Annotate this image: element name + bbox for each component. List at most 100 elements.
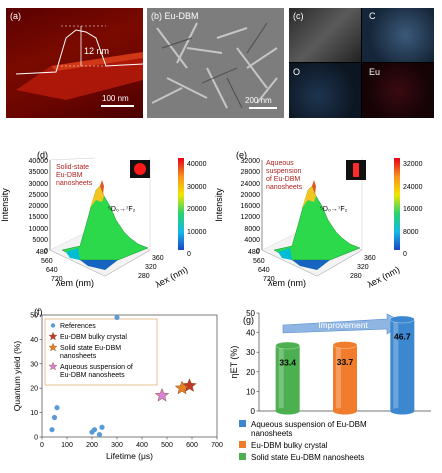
colorbar-tick: 32000 xyxy=(403,161,423,168)
panel-c-label: (c) xyxy=(293,11,304,21)
afm-image-panel: (a) 12 nm 100 nm xyxy=(6,8,143,118)
panel-d-label: (d) xyxy=(37,150,48,160)
legend-label: Solid state Eu-DBM nanosheets xyxy=(60,345,121,360)
bar-chart: 0 10 20 30 40 50 ηET (%) Improvement 33.4 33.7 46.… xyxy=(229,309,431,462)
panel-e-label: (e) xyxy=(236,150,247,160)
colorbar-tick: 20000 xyxy=(187,206,207,213)
x-tick-label: 400 xyxy=(136,442,148,449)
y-tick-labels: 360 320 280 xyxy=(350,254,376,281)
y-tick: 280 xyxy=(350,273,362,280)
y-tick-label: 40 xyxy=(30,337,38,344)
x-tick: 480 xyxy=(248,249,260,256)
bar xyxy=(332,341,358,415)
y-tick-label: 50 xyxy=(30,313,38,320)
y-tick-label: 20 xyxy=(30,386,38,393)
z-tick: 20000 xyxy=(240,191,260,199)
colorbar-ticks: 40000 30000 20000 10000 0 xyxy=(187,154,206,267)
scatter-point xyxy=(96,431,103,438)
z-tick: 5000 xyxy=(32,237,48,245)
colorbar-tick: 30000 xyxy=(187,183,207,191)
y-tick: 320 xyxy=(145,264,157,271)
scatter-point xyxy=(51,414,58,421)
z-tick: 10000 xyxy=(28,225,48,233)
eds-map-panel: (c) C O Eu xyxy=(289,8,434,118)
y-tick-labels: 360 320 280 xyxy=(138,254,164,281)
colorbar xyxy=(178,158,184,250)
y-tick-label: 0 xyxy=(34,435,38,442)
scatter-star-point xyxy=(182,378,197,392)
z-axis-label: Intensity xyxy=(213,188,224,222)
colorbar xyxy=(394,158,400,250)
z-tick: 4000 xyxy=(244,237,260,245)
y-tick: 280 xyxy=(138,273,150,280)
panel-d: (d) 40000 35000 30000 25000 20000 15000 … xyxy=(0,148,220,298)
y-tick-label: 0 xyxy=(251,407,256,416)
x-tick: 720 xyxy=(51,276,63,283)
y-axis-label: Quantum yield (%) xyxy=(12,341,22,412)
colorbar-tick: 8000 xyxy=(403,228,419,236)
x-tick-label: 700 xyxy=(211,442,223,449)
colorbar-ticks: 32000 24000 16000 8000 0 xyxy=(403,154,422,267)
panel-a-label: (a) xyxy=(10,11,21,21)
legend-marker xyxy=(50,323,56,328)
y-tick-label: 30 xyxy=(30,361,38,368)
sem-reference-map xyxy=(289,8,361,62)
scatter-star-point xyxy=(154,387,170,402)
scatter-point xyxy=(114,314,120,321)
z-tick: 8000 xyxy=(244,225,260,233)
scatter-point xyxy=(91,427,98,433)
z-tick: 16000 xyxy=(240,203,260,211)
x-tick-label: 200 xyxy=(86,442,98,449)
bar-value-label: 46.7 xyxy=(394,331,411,341)
x-tick-label: 600 xyxy=(186,442,198,449)
y-tick-label: 20 xyxy=(246,368,255,377)
map-label-c: C xyxy=(369,11,376,21)
improvement-label: Improvement xyxy=(318,320,368,330)
legend-swatch xyxy=(239,441,246,448)
x-tick: 720 xyxy=(263,276,275,283)
scatter-point xyxy=(49,427,55,433)
z-tick: 28000 xyxy=(240,169,260,177)
legend-label: Eu-DBM bulky crystal xyxy=(251,441,328,450)
europium-map xyxy=(362,63,434,118)
sample-annotation: Solid-state Eu-DBM nanosheets xyxy=(56,164,93,187)
sample-photo xyxy=(130,160,150,178)
z-tick-labels: 40000 35000 30000 25000 20000 15000 1000… xyxy=(14,156,48,258)
height-annotation: 12 nm xyxy=(84,46,110,56)
sem-image-panel: (b) Eu-DBM 200 nm xyxy=(147,8,284,118)
x-tick-label: 300 xyxy=(111,442,123,449)
panel-g-label: (g) xyxy=(243,315,254,325)
x-tick-label: 500 xyxy=(161,442,173,449)
panel-f-label: (f) xyxy=(34,307,43,317)
scale-bar-label: 200 nm xyxy=(245,96,272,105)
x-axis-label: λem (nm) xyxy=(268,278,306,288)
colorbar-tick: 10000 xyxy=(187,228,207,236)
y-tick-label: 10 xyxy=(30,410,38,417)
z-tick: 25000 xyxy=(28,191,48,199)
legend-swatch xyxy=(239,453,246,460)
bar-value-label: 33.4 xyxy=(279,358,296,368)
legend-label: Solid state Eu-DBM nanosheets xyxy=(251,453,364,462)
bar xyxy=(275,341,300,415)
plot-frame xyxy=(41,314,218,438)
z-tick: 15000 xyxy=(28,214,48,222)
bar-value-label: 33.7 xyxy=(337,357,354,367)
y-tick-label: 40 xyxy=(246,329,255,338)
scatter-plot: 0 100 200 300 400 500 600 700 0 10 20 30 40 50 Lifetim… xyxy=(12,313,223,462)
oxygen-map xyxy=(289,63,361,118)
z-tick: 35000 xyxy=(28,169,48,177)
y-tick: 360 xyxy=(152,255,164,262)
x-tick: 480 xyxy=(36,249,48,256)
colorbar-tick: 0 xyxy=(187,251,191,258)
x-tick: 560 xyxy=(41,258,53,265)
carbon-map xyxy=(362,8,434,62)
y-axis-label: ηET (%) xyxy=(229,346,239,379)
z-tick: 30000 xyxy=(28,180,48,188)
legend-marker xyxy=(48,331,58,341)
z-tick: 12000 xyxy=(240,214,260,222)
x-axis-label: λem (nm) xyxy=(56,278,94,288)
legend-swatch xyxy=(239,420,246,427)
z-tick: 0 xyxy=(44,248,48,256)
sample-annotation: Aqueous suspension of Eu-DBM nanosheets xyxy=(266,160,303,191)
legend-label: Aqueous suspension of Eu-DBM nanosheets xyxy=(251,420,367,438)
